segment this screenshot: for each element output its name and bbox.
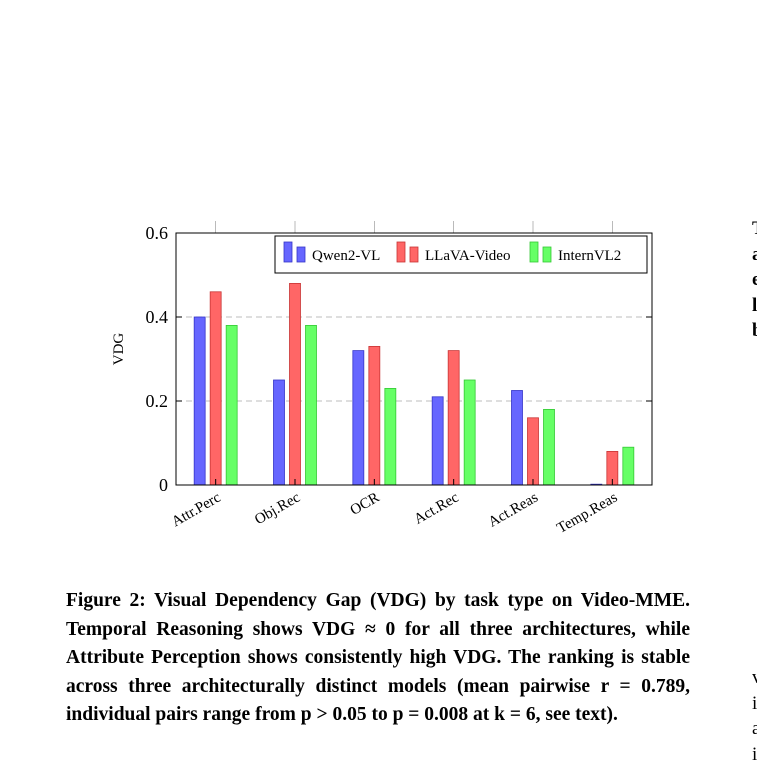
y-tick-label: 0.6 (146, 223, 169, 243)
bar (225, 324, 238, 486)
side-text-line: T (752, 216, 757, 242)
bar (431, 396, 444, 486)
bar (289, 282, 301, 486)
bar (511, 390, 523, 486)
side-text-line: a (752, 243, 757, 265)
x-tick-label: OCR (348, 490, 383, 519)
bar (622, 446, 635, 486)
legend-swatch (409, 246, 419, 263)
legend-label: InternVL2 (558, 248, 621, 264)
y-tick-label: 0.4 (146, 307, 169, 327)
legend-box (274, 235, 648, 274)
side-text-line: l (752, 294, 757, 316)
x-tick-label: Act.Rec (411, 489, 461, 527)
x-tick-label: Attr.Perc (169, 489, 224, 530)
legend-swatch (529, 241, 539, 263)
side-text-line: i (752, 692, 757, 714)
x-tick-label: Act.Reas (486, 490, 541, 531)
legend-swatch (296, 246, 306, 263)
plot-frame (175, 232, 653, 486)
y-axis-title: VDG (111, 333, 127, 366)
ticks (176, 221, 652, 486)
caption-label: Figure 2: (66, 590, 146, 611)
side-text-line: v (752, 667, 757, 688)
bar (305, 324, 317, 486)
x-tick-label: Temp.Reas (554, 490, 620, 537)
chart: 0 0.2 0.4 0.6 Attr.Perc Obj.Rec OCR Act.Rec Act… (111, 221, 653, 537)
gridlines (176, 316, 652, 402)
side-text-line: b (752, 318, 757, 344)
bars (193, 282, 635, 486)
side-text-line: a (752, 718, 757, 739)
legend-label: Qwen2-VL (312, 248, 380, 264)
side-text-line: i (752, 743, 757, 765)
bar (463, 379, 476, 486)
bar (273, 379, 285, 486)
figure-caption: Figure 2: Visual Dependency Gap (VDG) by… (66, 587, 690, 730)
legend-label: LLaVA-Video (425, 248, 510, 264)
bar (368, 345, 381, 486)
bar (543, 408, 555, 486)
bar (352, 350, 365, 486)
bar (209, 291, 222, 486)
bar (193, 316, 206, 486)
bar (527, 417, 539, 486)
legend-swatch (542, 246, 552, 263)
caption-text: Visual Dependency Gap (VDG) by task type… (66, 590, 690, 726)
side-text-line: e (752, 269, 757, 290)
y-tick-label: 0 (159, 475, 168, 495)
adjacent-column-text-top: Taelb (752, 216, 757, 344)
x-tick-label: Obj.Rec (252, 489, 303, 528)
y-tick-label: 0.2 (146, 391, 169, 411)
x-tick-labels: Attr.Perc Obj.Rec OCR Act.Rec Act.Reas Temp.R… (169, 489, 620, 536)
legend: Qwen2-VL LLaVA-Video InternVL2 (274, 235, 648, 274)
bar (384, 387, 397, 486)
y-tick-labels: 0 0.2 0.4 0.6 (146, 223, 169, 495)
legend-swatch (396, 241, 406, 263)
legend-swatch (283, 241, 293, 263)
bar (447, 350, 460, 486)
